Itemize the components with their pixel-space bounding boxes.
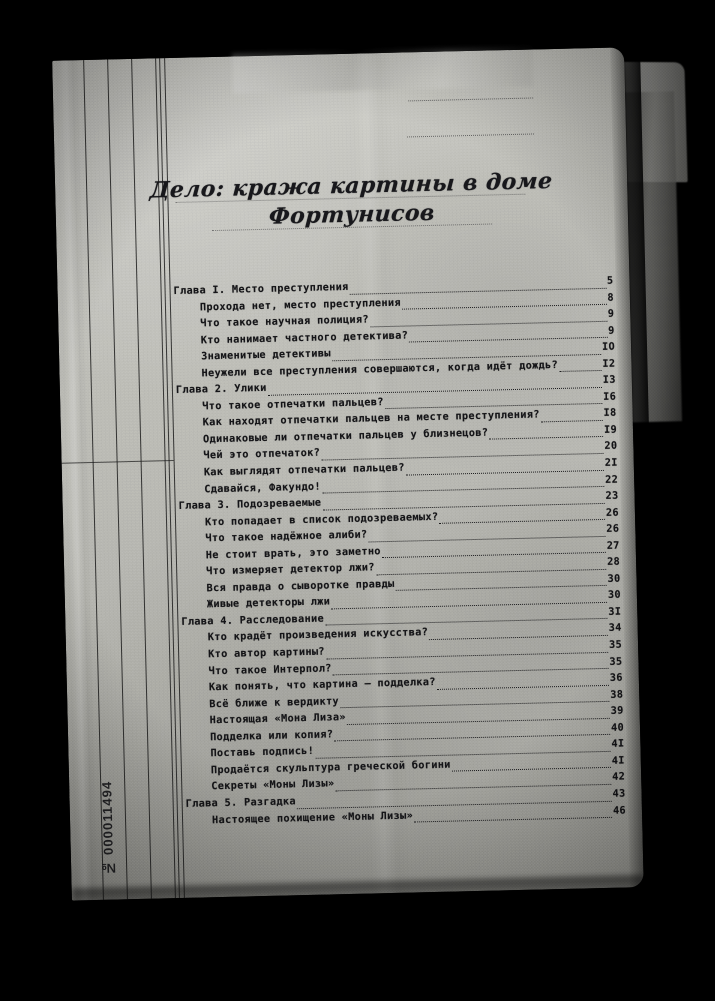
toc-page-number: 46 (612, 805, 627, 817)
toc-page-number: 30 (607, 573, 621, 585)
table-of-contents: Глава I. Место преступления 5 Прохода нет,… (173, 274, 626, 830)
toc-entry-label: Секреты «Моны Лизы» (211, 778, 335, 793)
toc-page-number: 23 (605, 490, 619, 503)
toc-page-number: 27 (606, 540, 620, 552)
toc-page-number: 5 (606, 275, 614, 287)
toc-page-number: 9 (608, 325, 615, 337)
toc-page-number: 42 (612, 771, 626, 784)
toc-page-number: 4I (611, 738, 625, 751)
toc-page-number: 40 (610, 722, 625, 734)
toc-page-number: 38 (610, 689, 624, 701)
toc-page-number: 22 (605, 474, 619, 486)
toc-page-number: IO (601, 341, 616, 354)
toc-page-number: 28 (607, 556, 621, 569)
toc-page-number: 8 (607, 292, 615, 304)
document-page: № 000011494 Дело: кража картины в доме Ф… (52, 46, 660, 915)
toc-page-number: 39 (610, 705, 624, 718)
archive-stamp-number: № 000011494 (99, 780, 117, 876)
toc-page-number: 4I (611, 755, 625, 767)
toc-page-number: 2I (604, 457, 618, 469)
toc-page-number: 9 (607, 308, 615, 320)
toc-page-number: I8 (603, 407, 617, 420)
toc-page-number: 34 (608, 623, 622, 635)
toc-dot-leader (540, 418, 603, 423)
toc-page-number: I6 (603, 391, 617, 403)
toc-page-number: 20 (604, 441, 618, 453)
toc-page-number: 35 (608, 639, 623, 651)
toc-page-number: I9 (603, 424, 618, 436)
toc-page-number: 30 (607, 589, 622, 602)
toc-page-number: 26 (605, 507, 620, 519)
toc-dot-leader (559, 369, 602, 373)
toc-page-number: 36 (609, 672, 623, 684)
toc-page-number: I2 (602, 358, 616, 370)
toc-page-number: 35 (609, 656, 623, 668)
toc-page-number: 3I (608, 606, 622, 618)
case-title: Дело: кража картины в доме Фортунисов (141, 167, 562, 235)
toc-entry-label: Подделка или копия? (209, 729, 334, 744)
toc-page-number: 43 (612, 788, 626, 800)
toc-page-number: 26 (606, 523, 620, 536)
toc-page-number: I3 (602, 374, 616, 387)
